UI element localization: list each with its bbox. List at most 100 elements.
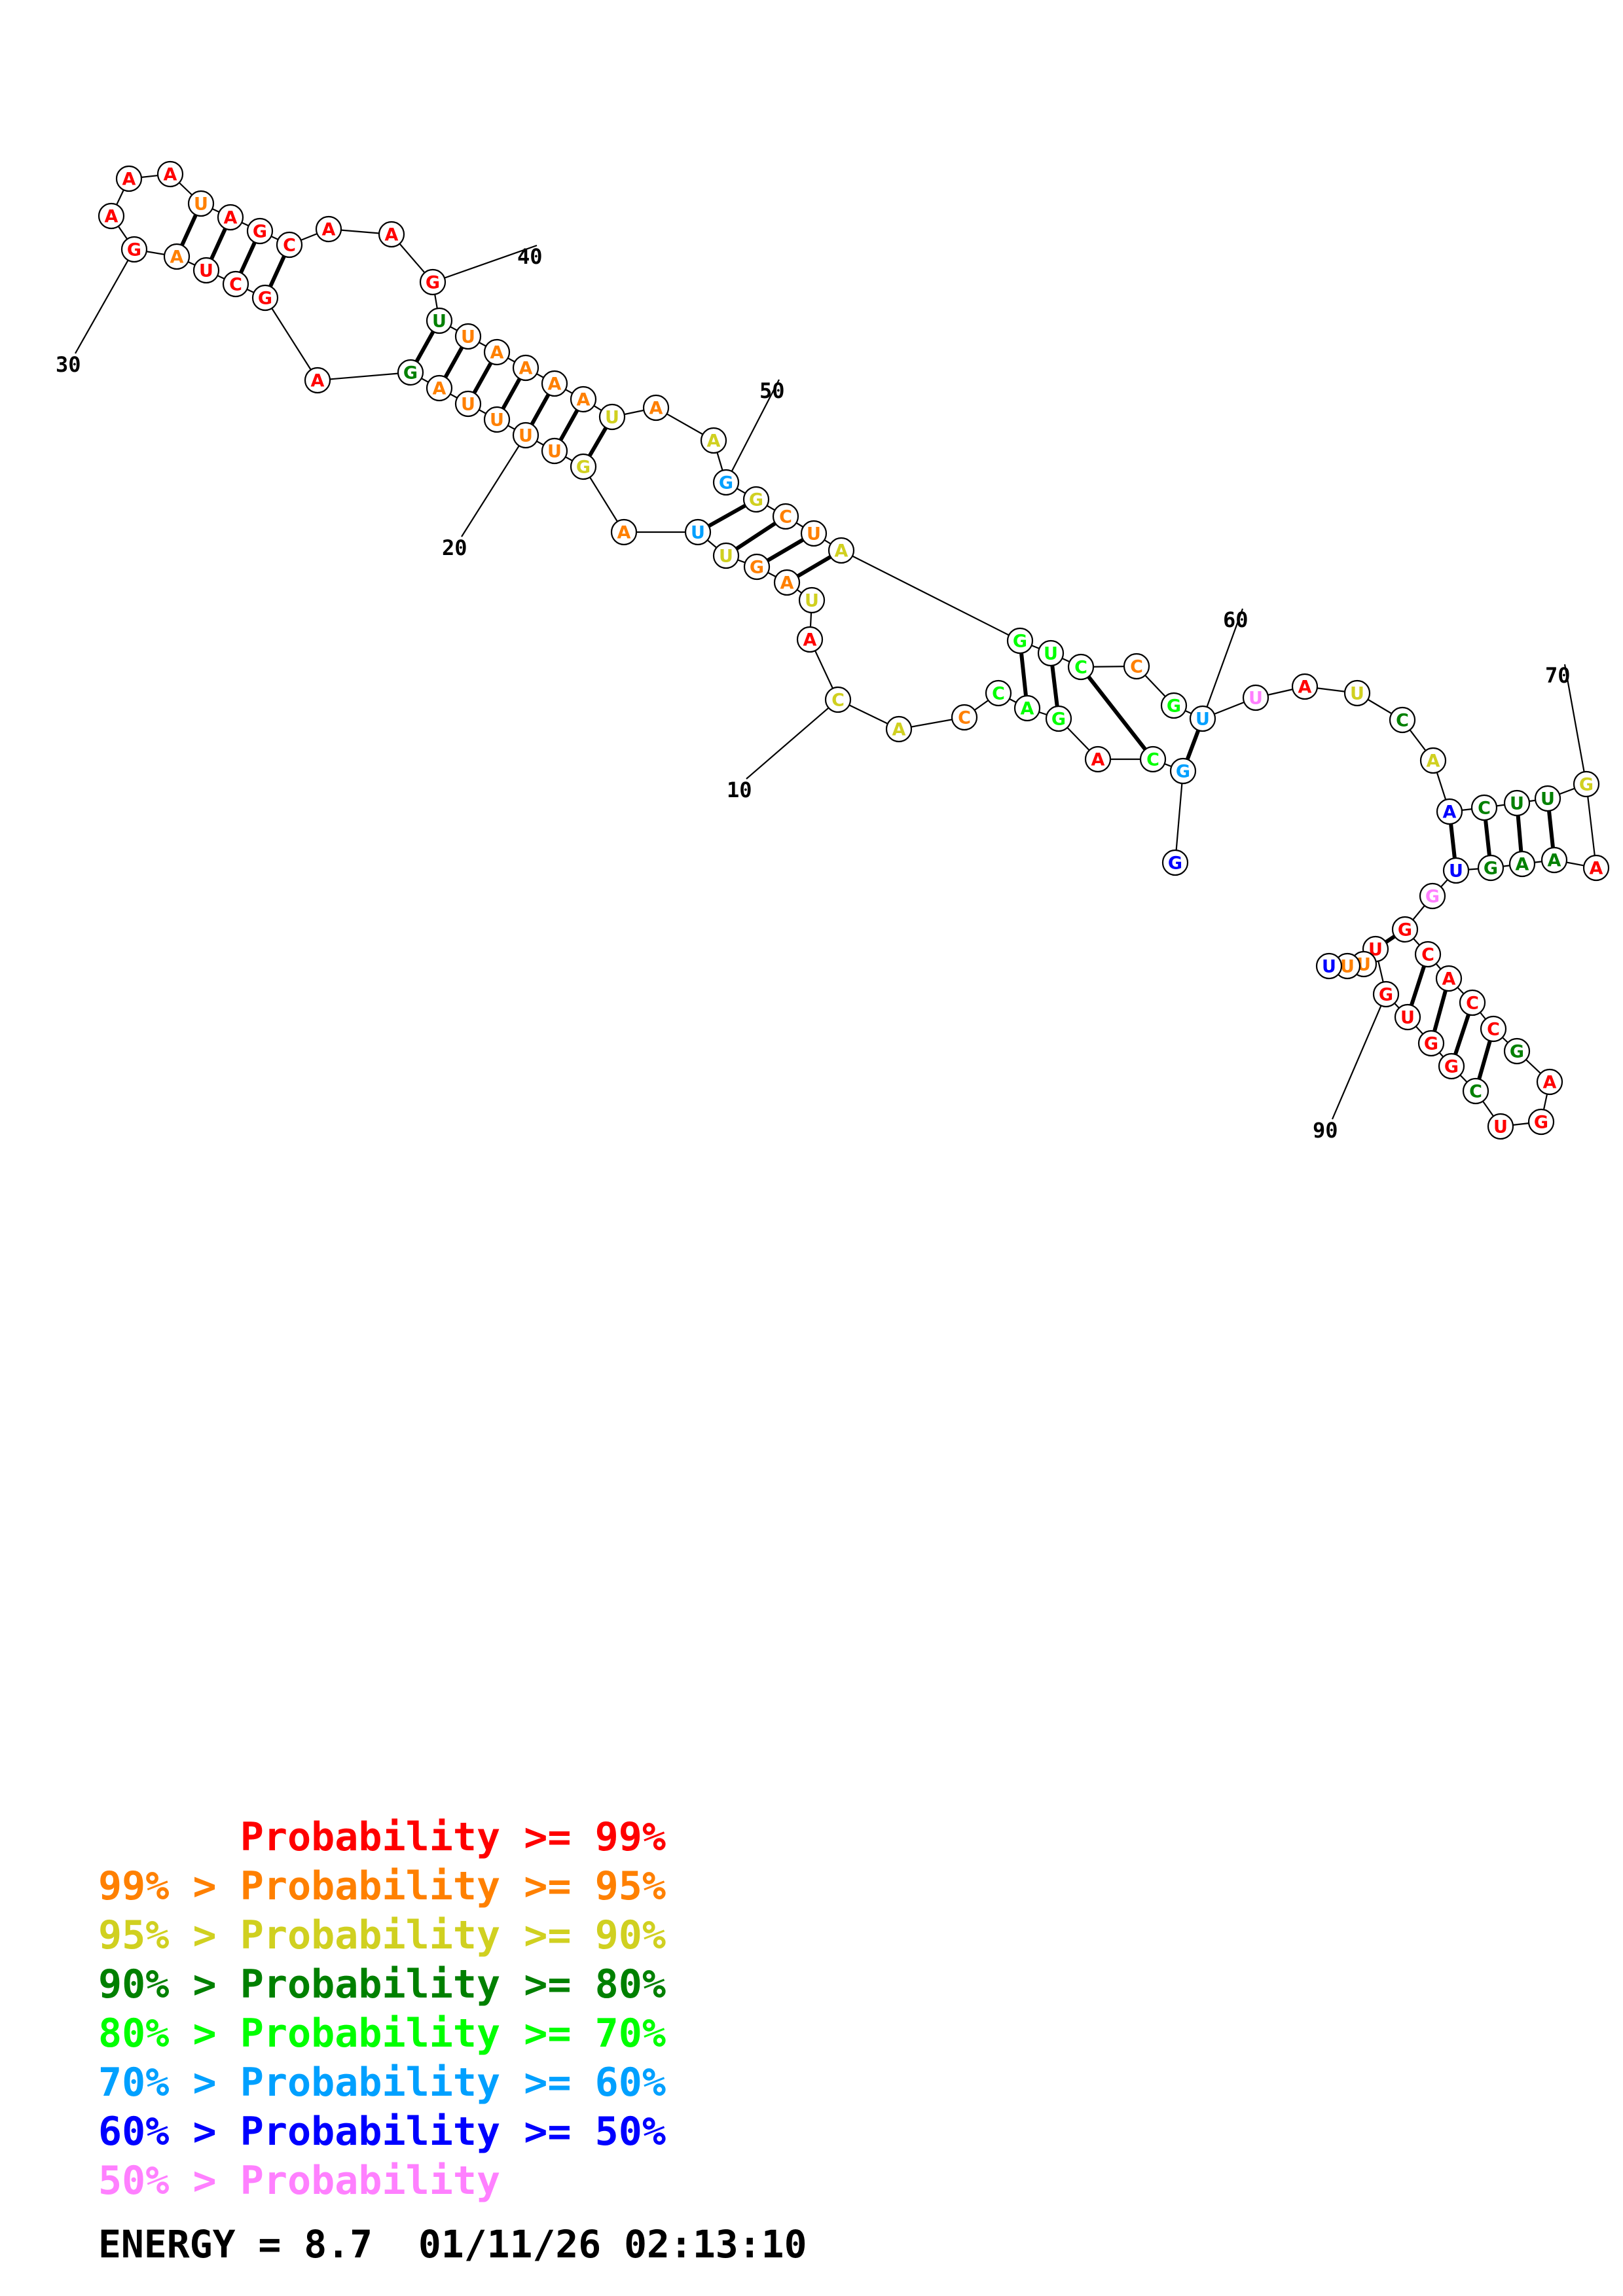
nucleotide: U bbox=[541, 437, 568, 465]
nucleotide-letter: U bbox=[719, 547, 733, 567]
nucleotide-letter: U bbox=[1400, 1008, 1415, 1028]
nucleotide-letter: A bbox=[122, 170, 136, 190]
nucleotide-letter: A bbox=[835, 541, 848, 562]
nucleotide: A bbox=[1435, 965, 1463, 992]
legend-label: Probability >= 50% bbox=[240, 2109, 666, 2155]
nucleotide: G bbox=[397, 359, 424, 386]
legend-label: Probability >= 99% bbox=[240, 1814, 666, 1860]
nucleotide-circle bbox=[1573, 770, 1600, 798]
nucleotide-circle bbox=[1394, 1003, 1421, 1031]
energy-footer: ENERGY = 8.7 01/11/26 02:13:10 bbox=[98, 2222, 807, 2267]
base-pair-line bbox=[1516, 815, 1523, 852]
probability-legend: Probability >= 99% 99% > Probability >= 9… bbox=[98, 1813, 666, 2206]
base-pair-line bbox=[1409, 965, 1427, 1006]
nucleotide-letter: G bbox=[1424, 1034, 1438, 1054]
nucleotide: U bbox=[798, 586, 826, 614]
nucleotide: G bbox=[1161, 849, 1189, 876]
nucleotide-letter: A bbox=[1590, 859, 1603, 879]
nucleotide: C bbox=[772, 503, 799, 530]
nucleotide-circle bbox=[1436, 798, 1463, 825]
nucleotide-letter: A bbox=[322, 220, 336, 240]
nucleotide-letter: U bbox=[807, 524, 821, 545]
nucleotide: A bbox=[1582, 854, 1610, 882]
nucleotide-letter: U bbox=[1044, 644, 1058, 664]
nucleotide-circle bbox=[684, 518, 712, 546]
nucleotide: A bbox=[541, 370, 568, 397]
nucleotide: G bbox=[1438, 1052, 1465, 1080]
nucleotide-circle bbox=[454, 323, 482, 350]
nucleotide-letter: G bbox=[1484, 859, 1498, 879]
nucleotide-circle bbox=[570, 453, 597, 480]
nucleotide-circle bbox=[1389, 706, 1416, 734]
nucleotide-letter: U bbox=[1510, 794, 1524, 814]
base-pair-line bbox=[239, 242, 257, 274]
nucleotide-letter: G bbox=[1176, 762, 1190, 782]
nucleotide-circle bbox=[570, 386, 597, 413]
nucleotide: U bbox=[1394, 1003, 1421, 1031]
nucleotide-letter: U bbox=[461, 327, 475, 348]
nucleotide-letter: A bbox=[490, 343, 504, 363]
legend-label: Probability >= 90% bbox=[240, 1912, 666, 1958]
nucleotide-circle bbox=[483, 406, 511, 433]
nucleotide-letter: U bbox=[490, 410, 504, 431]
base-pair-line bbox=[530, 393, 551, 425]
legend-row: 90% > Probability >= 80% bbox=[98, 1960, 666, 2009]
nucleotide-letter: U bbox=[199, 261, 213, 281]
nucleotide: G bbox=[419, 268, 447, 296]
nucleotide-circle bbox=[541, 370, 568, 397]
backbone-lines bbox=[111, 173, 1597, 1128]
nucleotide: G bbox=[251, 284, 279, 312]
nucleotide-circle bbox=[192, 257, 220, 284]
nucleotide-circle bbox=[712, 542, 740, 569]
nucleotide-circle bbox=[1343, 679, 1371, 707]
nucleotide: U bbox=[1487, 1113, 1514, 1140]
nucleotide-circle bbox=[1013, 694, 1041, 722]
nucleotide: C bbox=[951, 704, 978, 731]
nucleotide-circle bbox=[1438, 1052, 1465, 1080]
nucleotide-circle bbox=[1391, 916, 1419, 943]
base-pair-line bbox=[1019, 653, 1028, 696]
base-pair-line bbox=[1484, 819, 1491, 856]
nucleotide: U bbox=[1189, 705, 1216, 732]
nucleotide-letter: U bbox=[1493, 1117, 1508, 1138]
base-pair-line bbox=[1050, 665, 1059, 707]
nucleotide-letter: A bbox=[170, 247, 184, 268]
nucleotide-letter: C bbox=[1421, 945, 1434, 965]
nucleotide-letter: U bbox=[1249, 689, 1263, 709]
nucleotide: U bbox=[598, 403, 626, 431]
nucleotide: G bbox=[1477, 854, 1504, 882]
nucleotide-circle bbox=[315, 215, 342, 243]
nucleotide-letter: A bbox=[1021, 699, 1034, 719]
nucleotide: A bbox=[610, 518, 638, 546]
backbone-segment bbox=[317, 371, 411, 382]
nucleotide-circle bbox=[1160, 692, 1188, 719]
tick-line bbox=[1563, 664, 1588, 785]
nucleotide-circle bbox=[1139, 745, 1167, 773]
nucleotide-circle bbox=[773, 569, 801, 596]
nucleotide-circle bbox=[115, 165, 143, 192]
nucleotide: A bbox=[426, 374, 453, 402]
nucleotide-letter: C bbox=[779, 507, 792, 528]
legend-prefix: 99% > bbox=[98, 1863, 240, 1909]
base-pair-line bbox=[1449, 823, 1457, 859]
tick-line bbox=[746, 699, 839, 780]
nucleotide-circle bbox=[1169, 757, 1197, 785]
nucleotide: G bbox=[570, 453, 597, 480]
nucleotide-circle bbox=[1470, 794, 1498, 821]
nucleotide-circle bbox=[885, 715, 913, 743]
nucleotide: C bbox=[1459, 989, 1486, 1016]
nucleotide-letter: A bbox=[1548, 851, 1561, 871]
nucleotide-circle bbox=[512, 422, 539, 449]
nucleotide-circle bbox=[251, 284, 279, 312]
nucleotide-circle bbox=[1315, 952, 1343, 980]
nucleotide-circle bbox=[1527, 1108, 1555, 1136]
nucleotide-letter: G bbox=[750, 558, 764, 578]
nucleotide-letter: A bbox=[1091, 750, 1105, 770]
nucleotide-circle bbox=[985, 679, 1012, 707]
nucleotide-circle bbox=[772, 503, 799, 530]
nucleotide-letter: G bbox=[719, 473, 733, 493]
nucleotide: A bbox=[570, 386, 597, 413]
nucleotide-circle bbox=[1480, 1015, 1507, 1043]
nucleotide-circle bbox=[1508, 850, 1536, 878]
legend-prefix bbox=[98, 1814, 240, 1860]
